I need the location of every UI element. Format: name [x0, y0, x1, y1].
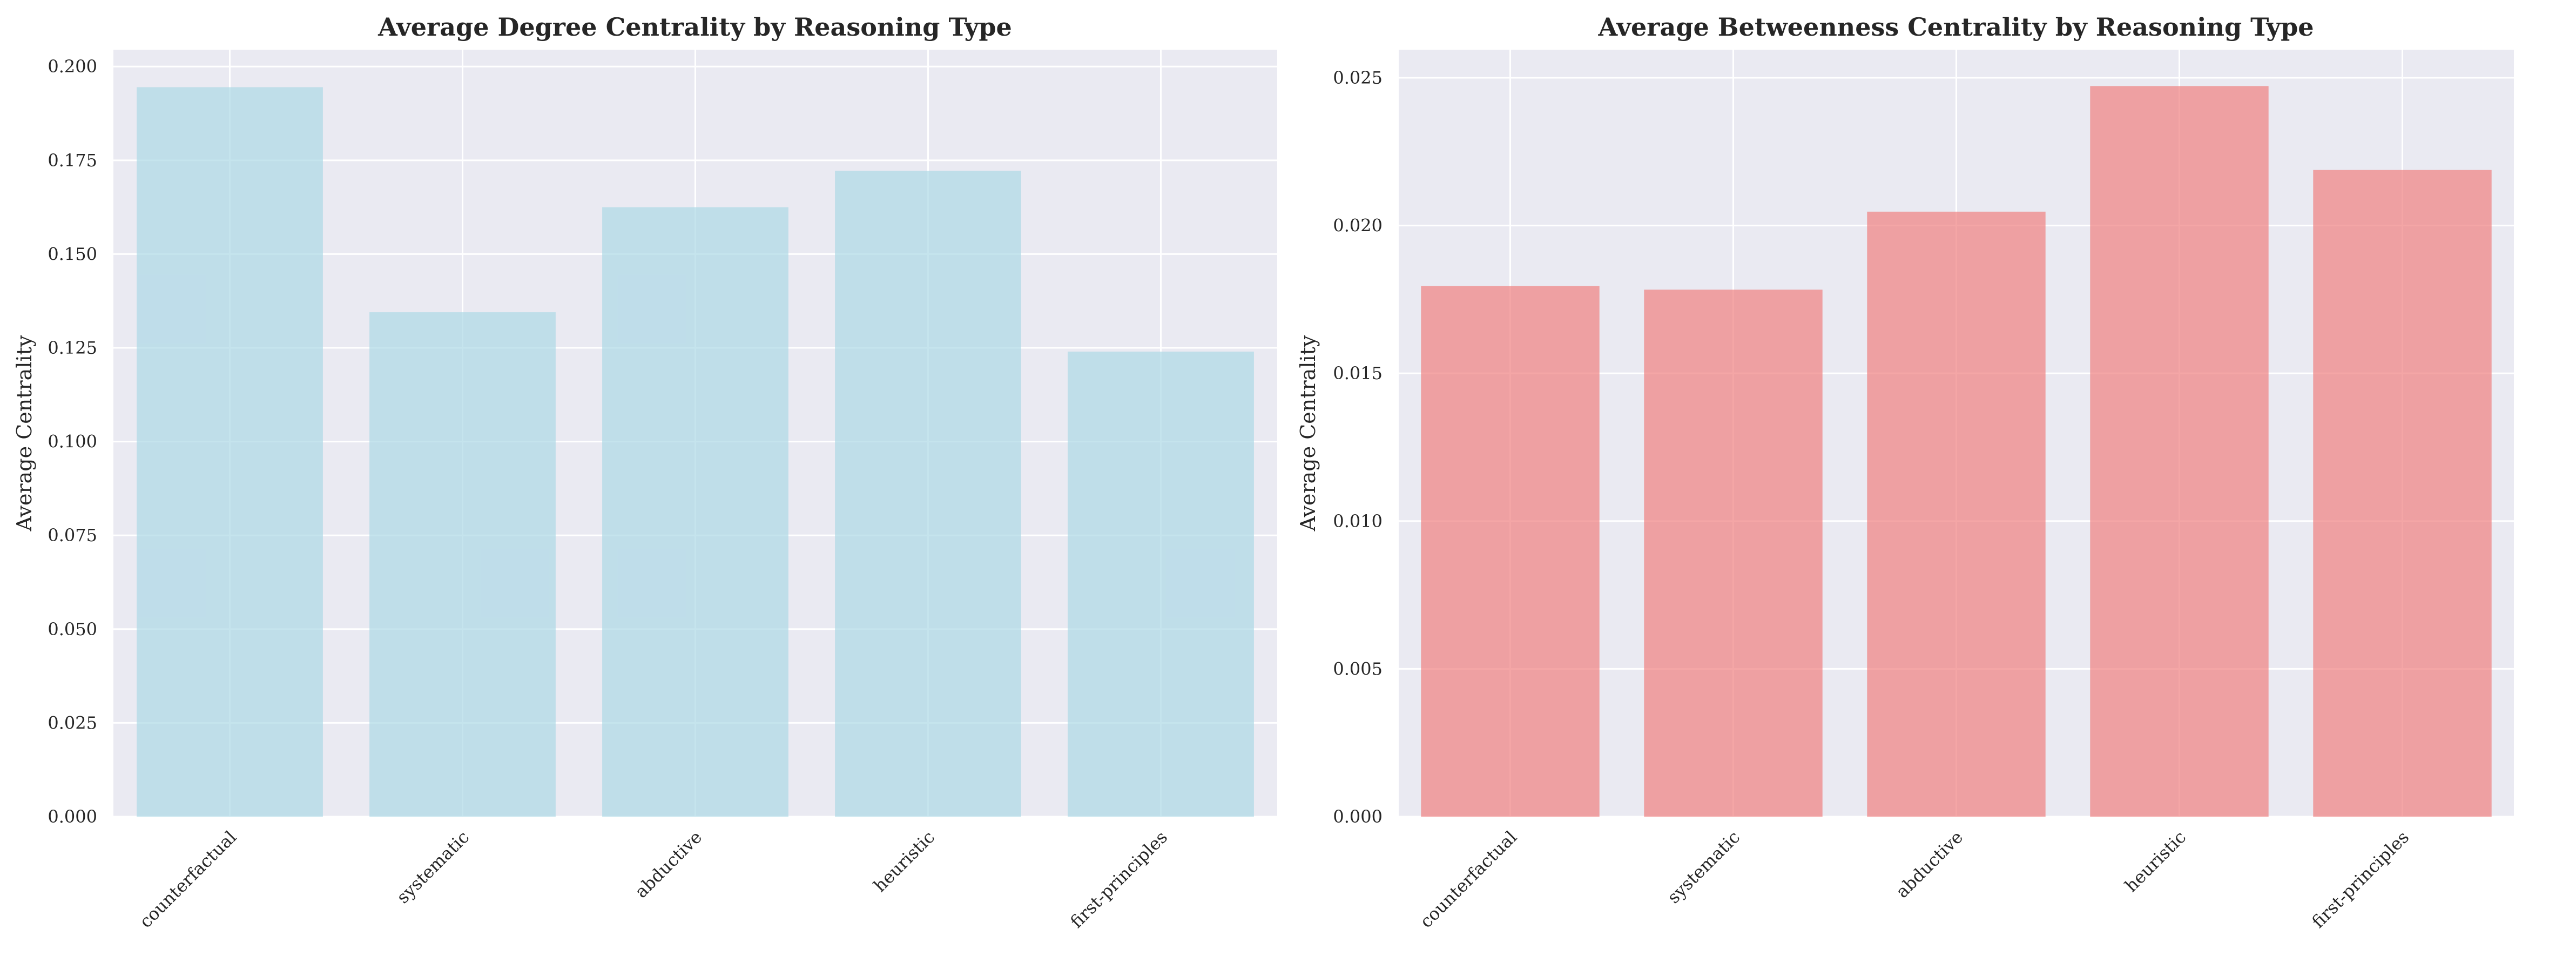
x-tick-label: abductive: [1892, 827, 1967, 902]
y-tick-label: 0.010: [1333, 511, 1383, 531]
y-tick-label: 0.200: [48, 56, 97, 77]
x-tick-label: abductive: [631, 827, 706, 902]
y-axis-label: Average Centrality: [12, 335, 36, 531]
y-tick-label: 0.175: [48, 150, 97, 171]
bar-systematic: [369, 312, 556, 817]
bar-abductive: [602, 207, 788, 817]
y-tick-label: 0.125: [48, 338, 97, 358]
chart-title: Average Degree Centrality by Reasoning T…: [377, 12, 1012, 42]
y-tick-label: 0.050: [48, 619, 97, 639]
y-tick-label: 0.015: [1333, 363, 1383, 383]
bar-counterfactual: [1421, 286, 1600, 817]
x-tick-label: first-principles: [1066, 827, 1171, 932]
x-tick-label: counterfactual: [136, 827, 241, 932]
y-axis-label: Average Centrality: [1296, 335, 1320, 531]
bar-heuristic: [2090, 86, 2269, 817]
x-tick-label: first-principles: [2308, 827, 2413, 932]
y-tick-label: 0.025: [48, 712, 97, 733]
y-tick-label: 0.100: [48, 432, 97, 452]
y-tick-label: 0.150: [48, 244, 97, 264]
bar-systematic: [1644, 290, 1823, 817]
x-tick-label: heuristic: [869, 827, 939, 896]
x-tick-label: systematic: [1663, 827, 1744, 907]
y-tick-label: 0.075: [48, 525, 97, 546]
betweenness-centrality-chart: 0.000 0.005 0.010 0.015 0.020 0.025 counterfac…: [1296, 12, 2514, 932]
bar-counterfactual: [137, 87, 323, 817]
y-tick-label: 0.000: [1333, 806, 1383, 827]
bar-abductive: [1867, 211, 2046, 817]
x-tick-label: systematic: [393, 827, 473, 907]
chart-title: Average Betweenness Centrality by Reason…: [1597, 12, 2314, 42]
bar-first-principles: [1068, 351, 1254, 817]
bar-first-principles: [2313, 170, 2492, 817]
y-tick-label: 0.005: [1333, 658, 1383, 679]
y-tick-label: 0.020: [1333, 216, 1383, 236]
y-tick-label: 0.025: [1333, 68, 1383, 88]
x-tick-label: counterfactual: [1416, 827, 1521, 932]
bar-heuristic: [835, 171, 1021, 817]
degree-centrality-chart: 0.000 0.025 0.050 0.075 0.100 0.125 0.150 0.175…: [12, 12, 1277, 932]
y-tick-label: 0.000: [48, 806, 97, 827]
x-tick-label: heuristic: [2121, 827, 2190, 896]
